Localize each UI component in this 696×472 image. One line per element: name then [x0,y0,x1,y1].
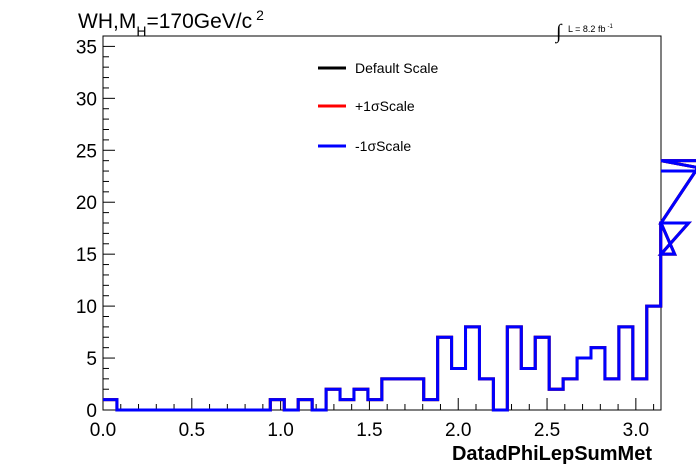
plot-frame [102,35,662,411]
y-tick-label: 30 [76,89,97,110]
series-layer [103,159,696,412]
x-axis-label: DatadPhiLepSumMet [452,443,652,465]
legend-label: +1σScale [355,98,415,114]
y-tick-label: 10 [76,297,97,318]
y-tick-label: 35 [76,37,97,58]
x-tick-label: 2.0 [445,420,471,441]
x-tick-label: 0.5 [179,420,205,441]
series-line-0 [103,159,696,412]
y-tick-label: 0 [86,401,97,422]
legend: Default Scale +1σScale -1σScale [318,60,438,154]
x-tick-label: 3.0 [623,420,649,441]
x-tick-label: 2.5 [534,420,560,441]
lumi-label: L = 8.2 fb -1 [568,24,613,34]
legend-label: Default Scale [355,60,438,76]
x-tick-label: 1.5 [356,420,382,441]
chart-title: WH,MH=170GeV/c 2 [78,7,264,39]
y-tick-label: 20 [76,193,97,214]
y-tick-label: 5 [86,349,97,370]
y-tick-label: 15 [76,245,97,266]
legend-label: -1σScale [355,138,411,154]
y-tick-label: 25 [76,141,97,162]
x-tick-label: 1.0 [267,420,293,441]
lumi-integral: ∫ [554,21,563,44]
series-line-2 [103,159,696,412]
y-axis: 0 5 10 15 20 25 30 35 [76,35,115,422]
series-line-1 [103,159,696,412]
x-axis: 0.0 0.5 1.0 1.5 2.0 2.5 3.0 [90,398,655,441]
x-tick-label: 0.0 [90,420,116,441]
